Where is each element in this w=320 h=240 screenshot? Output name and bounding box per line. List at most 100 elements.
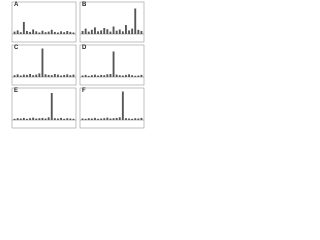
bar bbox=[69, 75, 72, 77]
bar bbox=[97, 118, 99, 120]
bar bbox=[63, 118, 66, 120]
bar bbox=[16, 118, 19, 120]
bar bbox=[94, 27, 96, 34]
bar bbox=[47, 74, 50, 77]
chart: A B C D E F bbox=[11, 1, 145, 129]
bar bbox=[112, 118, 115, 120]
bar bbox=[137, 118, 140, 120]
bar bbox=[60, 117, 62, 120]
bar bbox=[125, 25, 127, 34]
bar bbox=[121, 31, 124, 34]
bar bbox=[53, 31, 56, 34]
bar bbox=[94, 117, 96, 120]
bar bbox=[22, 74, 25, 77]
panel-label: B bbox=[82, 2, 87, 8]
bar bbox=[29, 118, 31, 120]
bar bbox=[84, 118, 87, 120]
bar bbox=[87, 31, 90, 34]
panel-label: A bbox=[14, 2, 19, 8]
bar bbox=[140, 117, 143, 120]
bar bbox=[35, 118, 38, 120]
panel bbox=[11, 44, 77, 86]
bar bbox=[22, 22, 25, 34]
bar bbox=[106, 29, 109, 34]
bar bbox=[44, 118, 47, 120]
bar bbox=[41, 48, 44, 77]
bar bbox=[66, 31, 69, 34]
bar bbox=[66, 118, 69, 120]
bar bbox=[50, 75, 53, 77]
bar bbox=[81, 75, 84, 77]
bar bbox=[47, 31, 50, 34]
bar bbox=[84, 28, 87, 34]
bar bbox=[60, 75, 62, 77]
bar bbox=[32, 75, 35, 77]
bar bbox=[121, 91, 124, 120]
bar bbox=[118, 75, 121, 77]
bar bbox=[121, 75, 124, 77]
bar bbox=[137, 75, 140, 77]
bar bbox=[38, 32, 41, 34]
bar bbox=[131, 118, 134, 120]
bar bbox=[106, 117, 109, 120]
panel-label: D bbox=[82, 45, 87, 51]
bar bbox=[115, 74, 118, 77]
bar bbox=[87, 118, 90, 120]
bar bbox=[128, 74, 130, 77]
bar bbox=[94, 74, 96, 77]
bar bbox=[97, 31, 99, 34]
bar bbox=[69, 31, 72, 34]
bar bbox=[13, 31, 16, 34]
bar bbox=[47, 117, 50, 120]
bar bbox=[13, 118, 16, 120]
bar bbox=[63, 32, 66, 34]
bar bbox=[57, 32, 59, 34]
bar bbox=[44, 32, 47, 34]
bar bbox=[100, 30, 103, 34]
bar bbox=[53, 118, 56, 120]
bar bbox=[50, 29, 53, 34]
panel bbox=[79, 44, 145, 86]
panel-label: F bbox=[82, 88, 86, 94]
bar bbox=[87, 75, 90, 77]
bar bbox=[97, 75, 99, 77]
bar bbox=[115, 117, 118, 120]
bar bbox=[137, 29, 140, 34]
bar bbox=[103, 75, 106, 77]
bar bbox=[29, 31, 31, 34]
bar bbox=[19, 32, 22, 34]
bar bbox=[35, 31, 38, 34]
bar bbox=[72, 32, 75, 34]
panel-label: C bbox=[14, 45, 19, 51]
bar bbox=[103, 118, 106, 120]
bar bbox=[118, 117, 121, 120]
bar bbox=[109, 118, 112, 120]
bar bbox=[66, 74, 69, 77]
bar bbox=[35, 74, 38, 77]
bar bbox=[118, 29, 121, 34]
bar bbox=[26, 74, 28, 77]
bar bbox=[84, 74, 87, 77]
bar bbox=[134, 8, 137, 34]
bar bbox=[50, 93, 53, 120]
bar bbox=[57, 118, 59, 120]
bar bbox=[100, 74, 103, 77]
panel bbox=[79, 87, 145, 129]
bar bbox=[72, 118, 75, 120]
bar bbox=[16, 74, 19, 77]
panel bbox=[79, 1, 145, 43]
bar bbox=[109, 74, 112, 77]
bar bbox=[90, 29, 93, 34]
bar bbox=[134, 118, 137, 120]
bar bbox=[63, 74, 66, 77]
bar bbox=[140, 74, 143, 77]
bar bbox=[19, 75, 22, 77]
bar bbox=[103, 28, 106, 34]
bar bbox=[72, 74, 75, 77]
bar bbox=[128, 30, 130, 34]
bar bbox=[26, 118, 28, 120]
bar bbox=[32, 29, 35, 34]
bar bbox=[60, 31, 62, 34]
panel bbox=[11, 1, 77, 43]
bar bbox=[13, 75, 16, 77]
